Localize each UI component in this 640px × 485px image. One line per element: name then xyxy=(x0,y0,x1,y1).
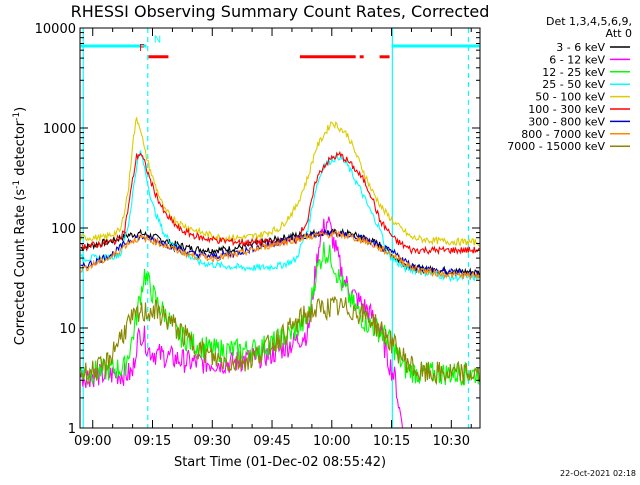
y-tick-label-2: 100 xyxy=(51,222,76,237)
series-line-3 xyxy=(80,150,480,283)
series-line-2 xyxy=(80,241,480,386)
legend-label-6: 300 - 800 keV xyxy=(528,115,605,128)
series-line-5 xyxy=(80,150,480,256)
x-tick-label-5: 10:15 xyxy=(373,434,410,449)
x-tick-label-1: 09:15 xyxy=(134,434,171,449)
series-line-4 xyxy=(80,117,480,247)
y-axis-label: Corrected Count Rate (s-1 detector-1) xyxy=(12,107,28,345)
x-tick-label-4: 10:00 xyxy=(313,434,350,449)
legend-label-2: 12 - 25 keV xyxy=(542,66,605,79)
timestamp: 22-Oct-2021 02:18 xyxy=(560,469,636,478)
y-tick-label-4: 10000 xyxy=(35,22,76,37)
y-label-sup2: -1 xyxy=(12,112,22,121)
legend-header-1: Att 0 xyxy=(606,27,632,40)
plot-layer: NF xyxy=(80,28,480,428)
legend-label-7: 800 - 7000 keV xyxy=(521,128,605,141)
legend-header-0: Det 1,3,4,5,6,9, xyxy=(546,15,632,28)
legend-label-8: 7000 - 15000 keV xyxy=(507,140,605,153)
chart-title: RHESSI Observing Summary Count Rates, Co… xyxy=(71,2,490,21)
y-tick-label-1: 10 xyxy=(59,322,76,337)
x-tick-label-3: 09:45 xyxy=(253,434,290,449)
legend-label-4: 50 - 100 keV xyxy=(535,91,605,104)
legend-label-0: 3 - 6 keV xyxy=(556,41,605,54)
flag-label-f: F xyxy=(139,43,145,54)
plot-frame xyxy=(79,27,481,429)
legend-label-3: 25 - 50 keV xyxy=(542,78,605,91)
legend-label-1: 6 - 12 keV xyxy=(549,53,605,66)
series-line-6 xyxy=(80,228,480,279)
series-line-7 xyxy=(80,230,480,280)
x-tick-label-2: 09:30 xyxy=(194,434,231,449)
legend-label-5: 100 - 300 keV xyxy=(528,103,605,116)
y-label-main: Corrected Count Rate (s xyxy=(13,189,28,346)
y-label-end: ) xyxy=(13,107,28,112)
x-tick-label-0: 09:00 xyxy=(74,434,111,449)
x-axis-label: Start Time (01-Dec-02 08:55:42) xyxy=(174,455,386,470)
y-tick-label-0: 1 xyxy=(68,422,76,437)
y-label-sup: -1 xyxy=(12,180,22,189)
flag-label-n: N xyxy=(154,34,161,45)
y-tick-label-3: 1000 xyxy=(43,122,76,137)
plot-area xyxy=(80,28,480,428)
svg-text:Corrected Count Rate (s-1 dete: Corrected Count Rate (s-1 detector-1) xyxy=(12,107,28,345)
y-label-mid: detector xyxy=(13,120,28,180)
series-line-8 xyxy=(80,296,480,386)
axis-layer: 1 10 100 1000 10000 09:00 09:15 09:30 09:45 10:00… xyxy=(35,22,481,449)
x-tick-label-6: 10:30 xyxy=(433,434,470,449)
